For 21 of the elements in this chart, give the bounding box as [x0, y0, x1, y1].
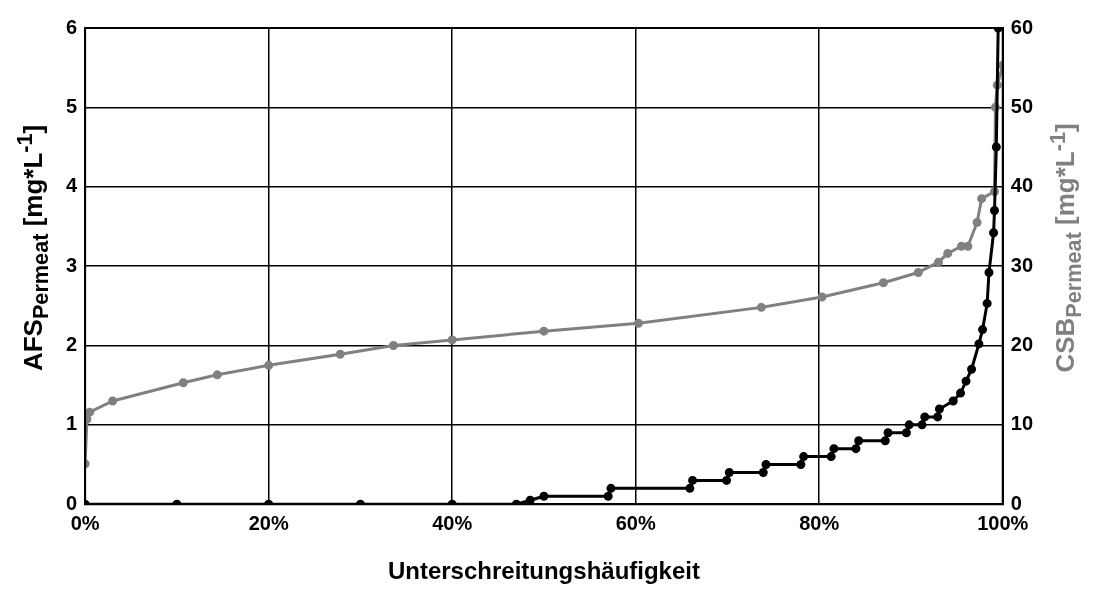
y-tick-label: 0 [66, 491, 78, 514]
y-tick-label: 4 [66, 174, 78, 197]
x-tick-label: 20% [248, 511, 289, 534]
y-tick-label: 6 [66, 15, 78, 38]
y2-tick-label: 20 [1010, 332, 1033, 355]
y2-tick-label: 60 [1010, 15, 1033, 38]
y-tick-label: 2 [66, 332, 78, 355]
x-tick-label: 40% [432, 511, 473, 534]
y2-tick-label: 30 [1010, 253, 1033, 276]
y2-tick-label: 50 [1010, 94, 1033, 117]
x-tick-label: 100% [977, 511, 1029, 534]
x-tick-label: 80% [799, 511, 840, 534]
x-axis-title: Unterschreitungshäufigkeit [387, 557, 700, 585]
y2-tick-label: 10 [1010, 412, 1033, 435]
x-tick-label: 60% [615, 511, 656, 534]
y-tick-label: 1 [66, 412, 78, 435]
y-tick-label: 3 [66, 253, 78, 276]
y2-tick-label: 0 [1010, 491, 1022, 514]
y-tick-label: 5 [66, 94, 78, 117]
y2-tick-label: 40 [1010, 174, 1033, 197]
x-tick-label: 0% [70, 511, 100, 534]
